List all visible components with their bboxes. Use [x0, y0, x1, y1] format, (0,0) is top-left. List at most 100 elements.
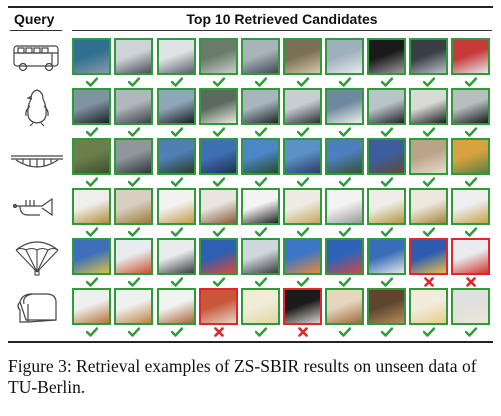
result-thumbnail [451, 288, 490, 325]
check-icon [339, 127, 351, 137]
bread-sketch [8, 286, 66, 328]
result-thumbnail [199, 188, 238, 225]
trumpet-sketch [8, 186, 66, 228]
check-icon [381, 327, 393, 337]
check-icon [171, 277, 183, 287]
result-thumbnail [157, 88, 196, 125]
result-thumbnail [451, 188, 490, 225]
result-thumbnail [325, 138, 364, 175]
result-thumbnail [325, 38, 364, 75]
cross-icon [465, 277, 477, 287]
result-thumbnail [409, 88, 448, 125]
result-thumbnail [325, 88, 364, 125]
result-thumbnail [409, 138, 448, 175]
result-thumbnail [157, 38, 196, 75]
result-thumbnail [283, 88, 322, 125]
result-thumbnail [325, 188, 364, 225]
check-icon [128, 77, 140, 87]
check-icon [171, 127, 183, 137]
result-thumbnail [451, 38, 490, 75]
check-icon [171, 327, 183, 337]
result-thumbnail [241, 188, 280, 225]
result-thumbnail [367, 138, 406, 175]
check-icon [255, 177, 267, 187]
result-thumbnail [367, 88, 406, 125]
check-icon [465, 177, 477, 187]
query-header-underline [10, 30, 62, 31]
check-icon [297, 127, 309, 137]
result-thumbnail [283, 188, 322, 225]
result-thumbnail [283, 288, 322, 325]
penguin-sketch [8, 86, 66, 128]
candidates-header-underline [72, 30, 492, 31]
check-icon [339, 77, 351, 87]
check-icon [255, 227, 267, 237]
result-thumbnail [451, 138, 490, 175]
check-icon [339, 277, 351, 287]
query-header: Query [14, 11, 55, 27]
check-icon [297, 77, 309, 87]
candidates-header: Top 10 Retrieved Candidates [186, 11, 378, 27]
check-icon [297, 227, 309, 237]
result-thumbnail [409, 238, 448, 275]
result-thumbnail [199, 238, 238, 275]
check-icon [465, 77, 477, 87]
result-thumbnail [409, 38, 448, 75]
cross-icon [213, 327, 225, 337]
result-thumbnail [283, 138, 322, 175]
check-icon [86, 327, 98, 337]
check-icon [381, 177, 393, 187]
check-icon [171, 77, 183, 87]
check-icon [86, 177, 98, 187]
check-icon [255, 327, 267, 337]
check-icon [213, 177, 225, 187]
result-thumbnail [241, 88, 280, 125]
result-thumbnail [72, 38, 111, 75]
cross-icon [423, 277, 435, 287]
check-icon [86, 127, 98, 137]
result-thumbnail [114, 238, 153, 275]
check-icon [339, 327, 351, 337]
result-thumbnail [114, 88, 153, 125]
result-thumbnail [241, 38, 280, 75]
check-icon [297, 277, 309, 287]
result-thumbnail [325, 288, 364, 325]
check-icon [465, 227, 477, 237]
check-icon [86, 227, 98, 237]
check-icon [86, 77, 98, 87]
check-icon [128, 227, 140, 237]
result-thumbnail [72, 138, 111, 175]
check-icon [339, 177, 351, 187]
result-thumbnail [367, 238, 406, 275]
result-thumbnail [157, 188, 196, 225]
check-icon [213, 277, 225, 287]
check-icon [213, 77, 225, 87]
result-thumbnail [72, 88, 111, 125]
result-thumbnail [114, 38, 153, 75]
check-icon [423, 177, 435, 187]
check-icon [423, 127, 435, 137]
result-thumbnail [241, 288, 280, 325]
top-rule [8, 6, 493, 8]
result-thumbnail [72, 288, 111, 325]
result-thumbnail [409, 188, 448, 225]
check-icon [423, 227, 435, 237]
parachute-sketch [8, 236, 66, 278]
check-icon [381, 77, 393, 87]
check-icon [255, 277, 267, 287]
result-thumbnail [283, 38, 322, 75]
result-thumbnail [199, 88, 238, 125]
result-thumbnail [409, 288, 448, 325]
check-icon [297, 177, 309, 187]
check-icon [339, 227, 351, 237]
result-thumbnail [114, 138, 153, 175]
result-thumbnail [241, 138, 280, 175]
retrieval-figure: Query Top 10 Retrieved Candidates [8, 6, 493, 343]
check-icon [86, 277, 98, 287]
result-thumbnail [72, 188, 111, 225]
result-thumbnail [367, 188, 406, 225]
bottom-rule [8, 341, 493, 343]
check-icon [128, 327, 140, 337]
result-thumbnail [367, 288, 406, 325]
cross-icon [297, 327, 309, 337]
